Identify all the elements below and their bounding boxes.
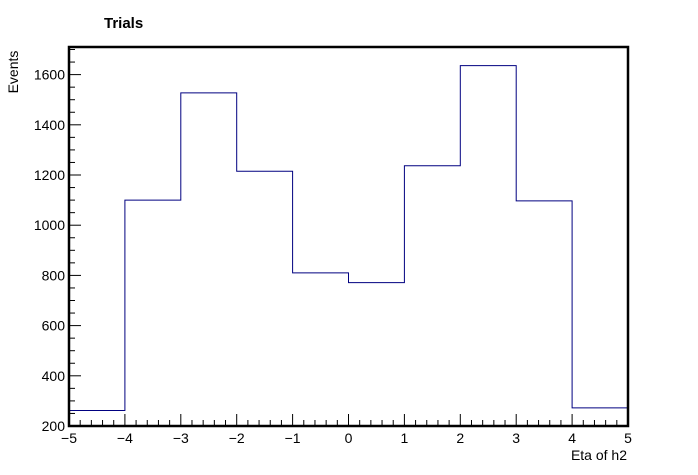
x-tick-label: −1	[285, 430, 301, 446]
x-tick-label: −5	[61, 430, 77, 446]
histogram-series-line	[69, 65, 628, 411]
x-tick-label: −2	[229, 430, 245, 446]
x-tick-label: 5	[624, 430, 632, 446]
axis-ticks	[68, 49, 629, 427]
y-tick-label: 1600	[34, 67, 65, 83]
tick-labels: −5 −4 −3 −2 −1 0 1 2 3 4 5 200 400 600 800 1000 1200 1400…	[34, 67, 632, 446]
x-axis-label: Eta of h2	[571, 447, 627, 463]
chart-title: Trials	[104, 15, 143, 32]
y-tick-label: 1000	[34, 217, 65, 233]
plot-frame	[67, 45, 630, 428]
y-tick-label: 800	[42, 267, 66, 283]
y-tick-label: 200	[42, 418, 66, 434]
x-tick-label: 2	[456, 430, 464, 446]
x-tick-label: 4	[568, 430, 576, 446]
y-tick-label: 1200	[34, 167, 65, 183]
x-tick-label: 3	[512, 430, 520, 446]
x-tick-label: −3	[173, 430, 189, 446]
x-tick-label: 0	[345, 430, 353, 446]
x-tick-label: −4	[117, 430, 133, 446]
x-tick-label: 1	[401, 430, 409, 446]
y-axis-label: Events	[5, 51, 21, 94]
y-tick-label: 1400	[34, 117, 65, 133]
y-tick-label: 600	[42, 318, 66, 334]
y-tick-label: 400	[42, 368, 66, 384]
